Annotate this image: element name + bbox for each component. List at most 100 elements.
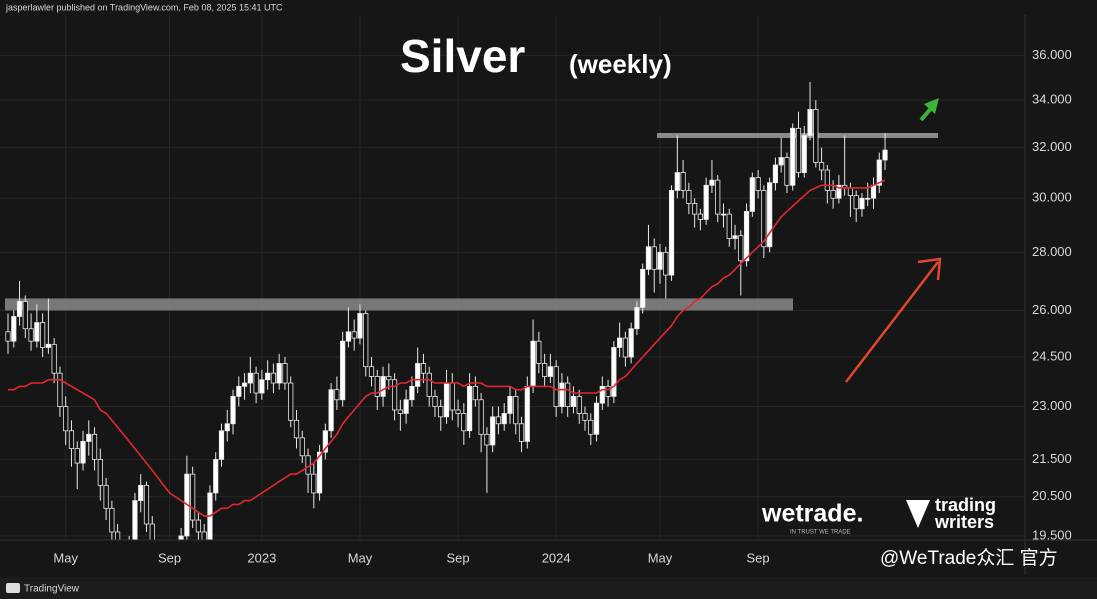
candle-body [726, 213, 732, 239]
candle-body [247, 372, 253, 384]
candle-body [149, 523, 155, 540]
candle-body [680, 172, 686, 191]
y-tick-label: 32.000 [1032, 139, 1072, 154]
moving-average-line [8, 179, 886, 517]
candle-body [178, 535, 184, 540]
candle-body [409, 385, 415, 401]
candle-body [97, 459, 103, 486]
candle-body [570, 395, 577, 407]
candle-body [692, 203, 698, 215]
candle-body [11, 316, 17, 342]
candle-body [270, 372, 277, 384]
candle-body [345, 331, 352, 342]
candle-body [634, 307, 640, 330]
candle-body [801, 135, 807, 173]
candle-body [28, 328, 34, 342]
candle-body [513, 395, 519, 425]
candle-body [351, 331, 357, 339]
candle-body [501, 413, 507, 425]
candle-body [651, 246, 657, 270]
candle-body [720, 213, 727, 216]
candle-body [703, 184, 709, 220]
y-tick-label: 30.000 [1032, 190, 1072, 205]
candle-body [547, 366, 553, 377]
candle-body [311, 473, 317, 494]
candle-body [426, 372, 432, 397]
logo-writers: writers [934, 512, 994, 532]
candle-body [790, 127, 796, 186]
support-band [5, 298, 793, 311]
candle-body [230, 395, 236, 425]
candle-body [132, 500, 138, 540]
chart-subtitle: (weekly) [569, 49, 672, 79]
y-tick-label: 24.500 [1032, 348, 1072, 363]
candle-body [195, 519, 202, 533]
candle-body [190, 473, 196, 521]
candle-body [518, 423, 525, 442]
red-arrow [845, 257, 942, 383]
candle-body [876, 159, 882, 186]
candle-body [282, 363, 288, 384]
candle-body [16, 301, 23, 317]
candle-body [640, 268, 646, 308]
y-tick-label: 19.500 [1032, 527, 1072, 542]
x-tick-label: May [648, 550, 673, 565]
candle-body [236, 385, 242, 397]
candle-body [559, 382, 565, 407]
candle-body [478, 399, 484, 435]
candle-body [674, 172, 680, 191]
candle-body [472, 385, 478, 401]
candle-body [391, 379, 398, 411]
candle-body [663, 251, 669, 276]
candle-body [784, 157, 790, 186]
candle-body [241, 382, 248, 387]
y-tick-label: 21.500 [1032, 451, 1072, 466]
candle-body [628, 328, 634, 358]
candle-body [138, 484, 144, 501]
candle-body [536, 340, 542, 364]
candle-body [588, 419, 594, 435]
candle-body [334, 389, 340, 401]
candle-body [80, 441, 86, 464]
candle-body [686, 190, 692, 204]
logo-icon [906, 500, 930, 528]
candle-body [86, 433, 92, 442]
candle-body [847, 187, 854, 197]
candle-body [507, 395, 513, 414]
x-tick-label: 2024 [542, 550, 571, 565]
candle-body [438, 406, 444, 418]
candle-body [882, 149, 888, 161]
candle-body [380, 376, 386, 397]
candle-body [599, 385, 605, 404]
candle-body [859, 197, 865, 210]
candle-body [5, 331, 11, 342]
candle-body [484, 433, 490, 446]
x-tick-label: Sep [747, 550, 770, 565]
candle-body [63, 406, 69, 432]
logo-tagline: IN TRUST WE TRADE [790, 530, 851, 536]
candle-body [645, 246, 652, 270]
candle-body [813, 109, 819, 163]
candle-body [57, 372, 63, 407]
candle-body [853, 195, 859, 210]
candle-body [74, 448, 80, 464]
candle-body [265, 372, 271, 381]
candle-body [622, 337, 628, 358]
candle-body [824, 169, 830, 191]
candle-body [103, 484, 109, 509]
candle-body [617, 337, 623, 348]
x-tick-label: Sep [158, 550, 181, 565]
candle-body [542, 363, 548, 377]
candle-body [455, 409, 461, 414]
footer-bar [0, 577, 1097, 599]
candle-body [363, 313, 369, 368]
candle-body [276, 363, 282, 384]
candle-body [109, 507, 115, 533]
candle-body [830, 190, 836, 199]
candle-body [357, 313, 363, 339]
candle-body [259, 379, 265, 394]
candle-body [818, 162, 825, 171]
candle-body [340, 340, 346, 401]
candle-body [415, 363, 421, 387]
